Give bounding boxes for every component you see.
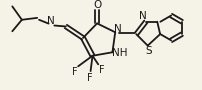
Text: N: N (139, 11, 147, 21)
Text: F: F (99, 65, 105, 75)
Text: S: S (145, 46, 152, 56)
Text: N: N (47, 16, 54, 26)
Text: N: N (114, 24, 122, 34)
Text: F: F (72, 67, 77, 77)
Text: O: O (93, 0, 101, 10)
Text: F: F (87, 73, 93, 83)
Text: NH: NH (112, 48, 128, 58)
